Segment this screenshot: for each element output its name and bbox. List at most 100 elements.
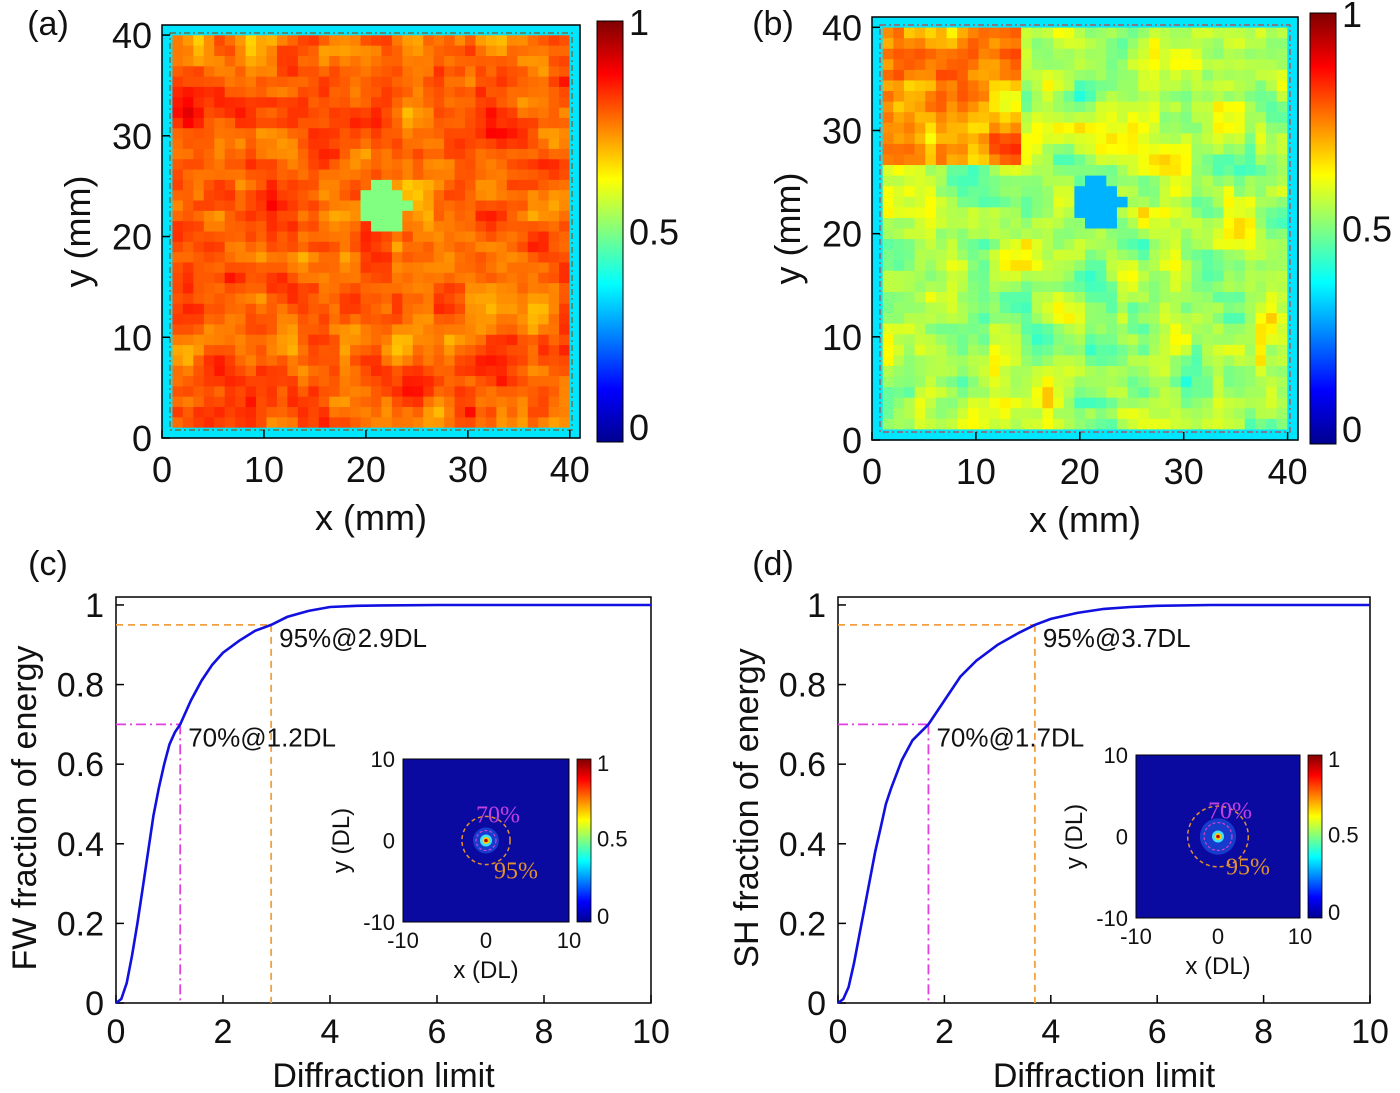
heatmap-cell (967, 217, 980, 230)
heatmap-cell (1138, 228, 1150, 240)
heatmap-cell (1244, 376, 1256, 388)
colorbar-tick-label: 0.5 (629, 212, 679, 253)
heatmap-cell (276, 355, 288, 367)
heatmap-cell (465, 252, 477, 264)
heatmap-cell (1127, 408, 1139, 420)
heatmap-cell (999, 112, 1012, 124)
heatmap-cell (454, 334, 466, 346)
heatmap-cell (999, 196, 1012, 208)
heatmap-cell (1138, 313, 1150, 325)
heatmap-cell (538, 272, 550, 284)
heatmap-cell (506, 427, 518, 439)
heatmap-cell (329, 355, 341, 367)
heatmap-cell (1244, 69, 1256, 82)
heatmap-cell (214, 159, 226, 171)
heatmap-cell (882, 429, 894, 441)
heatmap-cell (1191, 397, 1203, 409)
heatmap-cell (1266, 165, 1278, 177)
heatmap-cell (935, 291, 948, 304)
heatmap-cell (402, 293, 414, 305)
heatmap-cell (1095, 38, 1107, 50)
heatmap-cell (245, 66, 257, 78)
heatmap-cell (224, 283, 236, 295)
heatmap-cell (1159, 376, 1171, 388)
heatmap-cell (1074, 143, 1086, 156)
heatmap-cell (978, 302, 990, 314)
heatmap-cell (1031, 429, 1043, 441)
heatmap-cell (1063, 69, 1075, 82)
ring-70-label: 70% (476, 803, 520, 829)
heatmap-cell (1202, 27, 1214, 39)
heatmap-cell (381, 159, 393, 171)
heatmap-cell (423, 107, 435, 119)
heatmap-cell (287, 334, 299, 346)
heatmap-cell (925, 91, 937, 103)
heatmap-cell (1010, 429, 1022, 441)
heatmap-cell (1223, 69, 1235, 82)
heatmap-cell (1159, 112, 1171, 124)
heatmap-cell (517, 365, 529, 377)
heatmap-cell (423, 231, 435, 243)
heatmap-cell (1170, 207, 1182, 219)
heatmap-cell (1191, 344, 1203, 356)
heatmap-cell (548, 117, 560, 129)
heatmap-cell (287, 107, 299, 119)
heatmap-cell (381, 396, 393, 408)
heatmap-cell (475, 231, 487, 243)
heatmap-cell (1244, 175, 1256, 187)
heatmap-cell (517, 148, 529, 160)
heatmap-cell (297, 365, 309, 377)
heatmap-cell (882, 175, 894, 187)
heatmap-cell (1244, 59, 1256, 71)
heatmap-cell (872, 91, 884, 103)
heatmap-cell (1085, 48, 1097, 60)
heatmap-cell (1127, 143, 1139, 156)
heatmap-cell (1148, 365, 1161, 378)
heatmap-cell (925, 165, 937, 177)
heatmap-cell (967, 260, 980, 272)
heatmap-cell (172, 138, 184, 150)
heatmap-cell (1010, 408, 1022, 420)
heatmap-cell (1074, 355, 1086, 367)
heatmap-cell (339, 314, 351, 326)
heatmap-cell (308, 303, 320, 315)
heatmap-cell (381, 128, 393, 140)
heatmap-cell (925, 429, 937, 441)
heatmap-cell (339, 117, 351, 129)
heatmap-cell (978, 154, 990, 166)
heatmap-cell (162, 386, 174, 398)
heatmap-cell (266, 303, 278, 315)
heatmap-cell (1159, 69, 1171, 82)
heatmap-cell (1266, 323, 1278, 335)
heatmap-cell (989, 334, 1001, 346)
heatmap-cell (224, 66, 236, 78)
heatmap-cell (506, 210, 518, 222)
heatmap-cell (329, 86, 341, 98)
heatmap-cell (1202, 175, 1214, 187)
heatmap-cell (423, 417, 435, 429)
heatmap-cell (350, 427, 362, 439)
heatmap-cell (1106, 48, 1118, 60)
heatmap-cell (182, 179, 194, 191)
heatmap-cell (1180, 48, 1193, 60)
heatmap-cell (193, 148, 205, 160)
heatmap-cell (1159, 186, 1171, 198)
heatmap-cell (1170, 122, 1182, 134)
heatmap-cell (203, 117, 215, 129)
heatmap-cell (1234, 334, 1246, 346)
heatmap-cell (527, 66, 539, 78)
heatmap-cell (276, 128, 288, 140)
heatmap-cell (1021, 313, 1033, 325)
heatmap-cell (245, 262, 257, 274)
heatmap-cell (1159, 239, 1171, 251)
heatmap-cell (1085, 260, 1097, 272)
heatmap-cell (1010, 207, 1022, 219)
heatmap-cell (203, 221, 215, 233)
heatmap-cell (1266, 175, 1278, 187)
heatmap-cell (1255, 397, 1267, 409)
heatmap-cell (423, 210, 435, 222)
heatmap-cell (999, 69, 1012, 82)
heatmap-cell (548, 25, 560, 36)
heatmap-cell (1191, 59, 1203, 71)
heatmap-cell (1085, 365, 1097, 378)
